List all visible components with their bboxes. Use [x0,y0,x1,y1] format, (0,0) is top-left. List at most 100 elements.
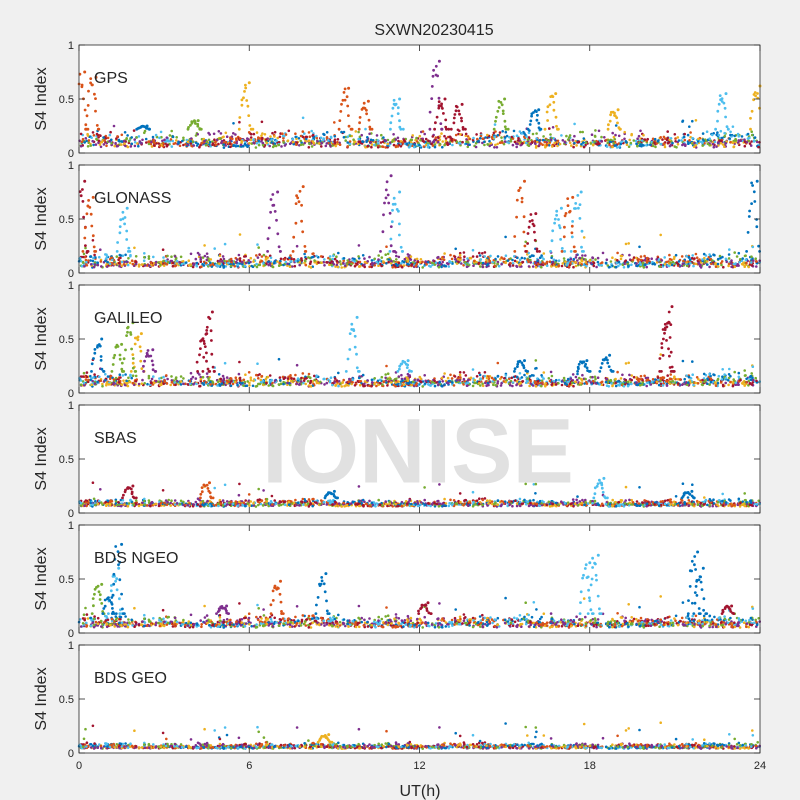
data-point [695,256,699,260]
data-point [676,136,680,139]
data-point [262,253,266,257]
data-point [500,103,504,107]
data-point [635,381,638,384]
data-point [382,380,386,384]
data-point [455,140,459,143]
data-point [261,132,264,135]
data-point [319,142,323,145]
data-point [541,143,544,146]
data-point [384,146,388,149]
data-point [444,264,448,268]
data-point [592,261,596,265]
data-point [390,259,393,263]
data-point [717,102,721,106]
data-point [464,374,468,377]
data-point [668,253,671,257]
data-point [182,136,185,140]
data-point [303,141,307,145]
data-point [306,379,310,383]
data-point [85,371,89,374]
data-point [269,210,272,214]
data-point [304,263,308,267]
data-point [90,136,93,139]
data-point [126,134,129,137]
data-point [666,264,670,267]
data-point [277,245,281,249]
data-point [557,264,561,267]
data-point [526,380,529,383]
data-point [309,385,313,388]
data-point [459,133,462,136]
data-point [464,127,467,131]
data-point [223,361,227,365]
data-point [453,375,457,378]
data-point [402,260,406,264]
data-point [661,138,664,141]
data-point [723,145,726,148]
data-point [521,142,524,145]
data-point [580,143,583,146]
data-point [571,195,575,199]
data-point [475,255,479,258]
data-point [551,95,555,98]
data-point [723,373,726,376]
data-point [736,132,740,136]
data-point [342,257,346,260]
data-point [221,255,225,258]
data-point [370,127,374,131]
data-point [632,139,636,142]
data-point [124,253,127,257]
y-tick-label: 0.5 [59,94,74,106]
data-point [269,256,273,260]
data-point [554,92,558,96]
data-point [682,135,686,139]
data-point [549,370,553,374]
data-point [421,139,425,142]
data-point [475,260,478,264]
data-point [443,134,446,138]
data-point [614,377,617,381]
data-point [657,383,661,387]
data-point [535,132,538,135]
data-point [339,110,343,113]
data-point [390,114,394,118]
data-point [115,255,119,258]
data-point [384,139,388,142]
data-point [224,140,228,144]
data-point [281,132,284,135]
data-point [529,213,533,216]
data-point [249,378,253,382]
data-point [611,256,614,260]
data-point [387,260,390,264]
data-point [726,127,730,131]
data-point [83,179,87,183]
data-point [664,137,667,140]
data-point [661,384,665,387]
data-point [166,254,169,258]
data-point [570,144,573,147]
data-point [662,142,666,145]
data-point [387,258,391,261]
data-point [723,134,727,138]
data-point [244,254,247,258]
data-point [626,384,630,388]
data-point [441,145,444,149]
panel-label: GLONASS [94,190,171,207]
data-point [304,377,308,380]
data-point [115,250,119,253]
data-point [512,129,516,133]
data-point [294,135,298,139]
data-point [303,259,307,262]
data-point [134,374,138,378]
data-point [117,381,121,384]
data-point [503,136,507,139]
data-point [643,254,646,258]
data-point [81,200,85,203]
data-point [366,136,369,139]
data-point [468,143,471,146]
data-point [384,253,388,256]
data-point [687,381,690,384]
data-point [81,137,85,141]
data-point [175,139,178,142]
data-point [527,131,531,134]
